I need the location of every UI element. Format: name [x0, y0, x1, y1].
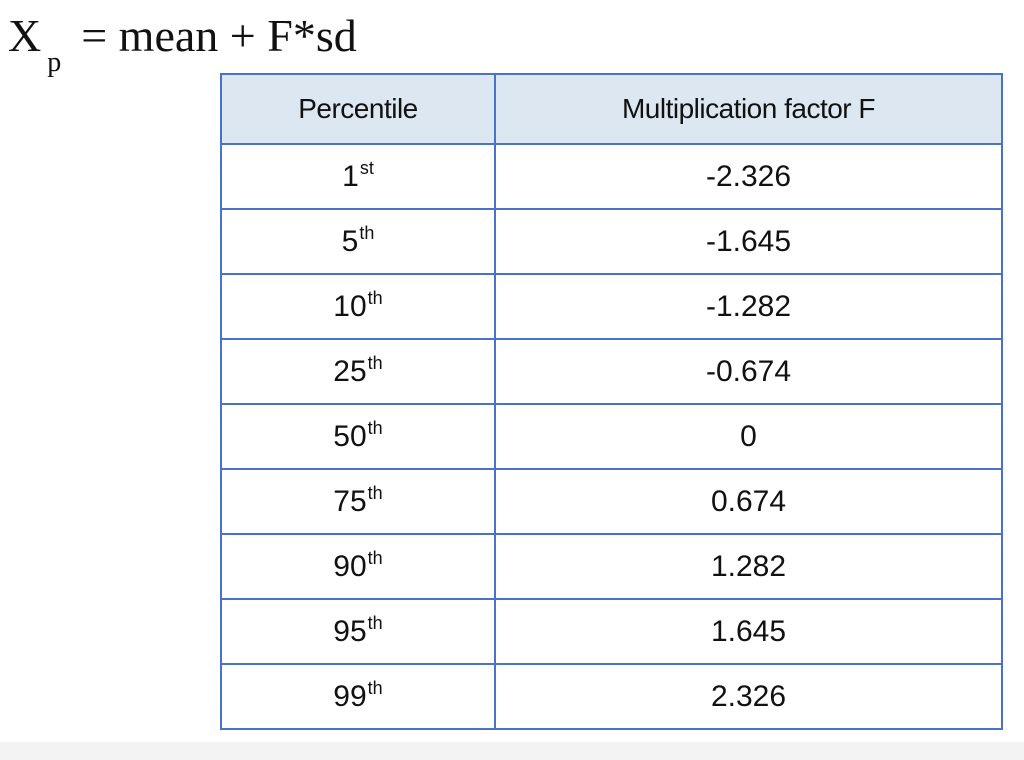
percentile-suffix: th [367, 417, 383, 438]
factor-cell: -1.645 [494, 208, 1003, 275]
table-row: 99th 2.326 [220, 663, 1003, 730]
percentile-number: 5 [341, 224, 359, 258]
percentile-suffix: th [367, 482, 383, 503]
percentile-suffix: th [359, 222, 375, 243]
percentile-suffix: st [359, 157, 374, 178]
percentile-number: 25 [333, 354, 367, 388]
table-row: 50th 0 [220, 403, 1003, 470]
percentile-number: 75 [333, 484, 367, 518]
table-row: 75th 0.674 [220, 468, 1003, 535]
formula: Xp = mean + F*sd [8, 6, 357, 78]
percentile-suffix: th [367, 547, 383, 568]
percentile-cell: 5th [220, 208, 496, 275]
percentile-cell: 1st [220, 143, 496, 210]
table-row: 10th -1.282 [220, 273, 1003, 340]
percentile-table: Percentile Multiplication factor F 1st -… [220, 73, 1003, 730]
percentile-cell: 25th [220, 338, 496, 405]
factor-cell: 1.282 [494, 533, 1003, 600]
percentile-cell: 95th [220, 598, 496, 665]
percentile-number: 1 [342, 159, 359, 193]
percentile-cell: 75th [220, 468, 496, 535]
factor-cell: 0.674 [494, 468, 1003, 535]
percentile-cell: 90th [220, 533, 496, 600]
percentile-cell: 99th [220, 663, 496, 730]
table-row: 5th -1.645 [220, 208, 1003, 275]
header-percentile: Percentile [220, 73, 496, 145]
factor-cell: -0.674 [494, 338, 1003, 405]
percentile-suffix: th [367, 287, 383, 308]
factor-cell: 0 [494, 403, 1003, 470]
factor-cell: 1.645 [494, 598, 1003, 665]
percentile-number: 10 [333, 289, 367, 323]
table-row: 95th 1.645 [220, 598, 1003, 665]
factor-cell: -2.326 [494, 143, 1003, 210]
percentile-number: 95 [333, 614, 367, 648]
factor-cell: -1.282 [494, 273, 1003, 340]
formula-rhs: = mean + F*sd [81, 10, 357, 61]
table-row: 90th 1.282 [220, 533, 1003, 600]
percentile-number: 99 [333, 679, 367, 713]
percentile-number: 50 [333, 419, 367, 453]
percentile-cell: 50th [220, 403, 496, 470]
percentile-suffix: th [367, 352, 383, 373]
table-header-row: Percentile Multiplication factor F [220, 73, 1003, 145]
percentile-number: 90 [333, 549, 367, 583]
percentile-table-container: Percentile Multiplication factor F 1st -… [220, 73, 1003, 730]
percentile-cell: 10th [220, 273, 496, 340]
bottom-strip [0, 742, 1024, 760]
percentile-suffix: th [367, 612, 383, 633]
formula-variable: X [8, 10, 42, 61]
percentile-suffix: th [367, 677, 383, 698]
table-row: 1st -2.326 [220, 143, 1003, 210]
factor-cell: 2.326 [494, 663, 1003, 730]
table-row: 25th -0.674 [220, 338, 1003, 405]
header-multiplication-factor: Multiplication factor F [494, 73, 1003, 145]
formula-subscript: p [47, 47, 62, 78]
